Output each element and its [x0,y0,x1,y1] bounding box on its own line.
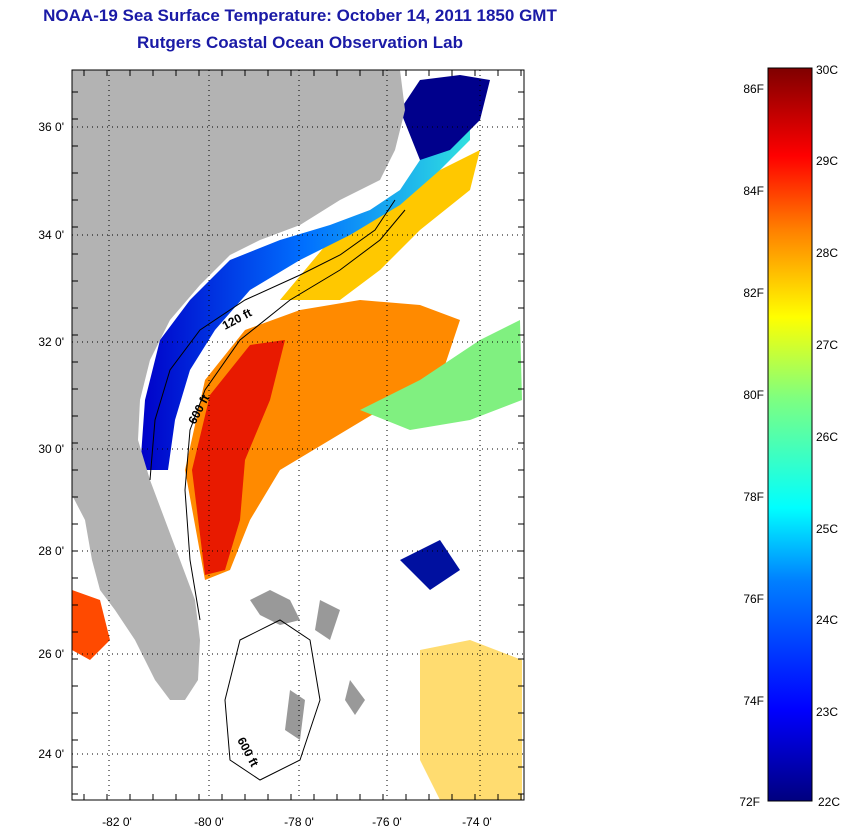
colorbar-c-label: 27C [816,338,838,352]
lat-label: 28 0' [38,544,64,558]
latitude-labels: 36 0' 34 0' 32 0' 30 0' 28 0' 26 0' 24 0… [38,120,64,761]
map-frame [71,69,525,801]
map-subtitle: Rutgers Coastal Ocean Observation Lab [137,33,463,52]
colorbar-f-label: 78F [743,490,764,504]
contour-600ft [184,209,406,621]
colorbar-f-label: 84F [743,184,764,198]
colorbar-c-label: 23C [816,705,838,719]
lat-label: 24 0' [38,747,64,761]
bahamas-island-4 [345,680,365,715]
map-grid [72,70,524,800]
colorbar-celsius-labels: 30C 29C 28C 27C 26C 25C 24C 23C 22C [816,63,840,809]
bahamas-island-2 [285,690,305,740]
colorbar-f-label: 72F [739,795,760,809]
map-ticks [72,70,524,800]
lon-label: -76 0' [372,815,402,829]
florida-west-coast-warm [72,590,110,660]
colorbar-c-label: 22C [818,795,840,809]
colorbar-c-label: 24C [816,613,838,627]
lon-label: -80 0' [194,815,224,829]
lat-label: 26 0' [38,647,64,661]
lat-label: 32 0' [38,335,64,349]
colorbar-f-label: 80F [743,388,764,402]
offshore-yellow-water [280,150,480,300]
longitude-labels: -82 0' -80 0' -78 0' -76 0' -74 0' [102,815,492,829]
colorbar-f-label: 82F [743,286,764,300]
lat-label: 34 0' [38,228,64,242]
bahamas-island-1 [250,590,300,625]
lon-label: -74 0' [462,815,492,829]
offshore-green-water [360,320,522,430]
map-area [72,70,524,800]
colorbar-c-label: 30C [816,63,838,77]
lon-label: -78 0' [284,815,314,829]
colorbar-fahrenheit-labels: 86F 84F 82F 80F 78F 76F 74F 72F [739,82,764,809]
colorbar-c-label: 25C [816,522,838,536]
colorbar-c-label: 28C [816,246,838,260]
colorbar-c-label: 29C [816,154,838,168]
southeast-warm-patches [420,640,522,800]
southeast-cold-patches [400,540,460,590]
temperature-colorbar [767,67,813,802]
us-southeast-landmass [72,70,405,700]
colorbar-f-label: 74F [743,694,764,708]
lat-label: 30 0' [38,442,64,456]
lat-label: 36 0' [38,120,64,134]
bahamas-island-3 [315,600,340,640]
gulf-stream-core [192,340,285,575]
contour-120ft [149,199,396,481]
contour-bahamas [224,619,321,781]
colorbar-c-label: 26C [816,430,838,444]
colorbar-f-label: 86F [743,82,764,96]
colorbar-f-label: 76F [743,592,764,606]
map-title: NOAA-19 Sea Surface Temperature: October… [43,6,557,25]
lon-label: -82 0' [102,815,132,829]
outer-banks-cold-water [400,75,490,160]
